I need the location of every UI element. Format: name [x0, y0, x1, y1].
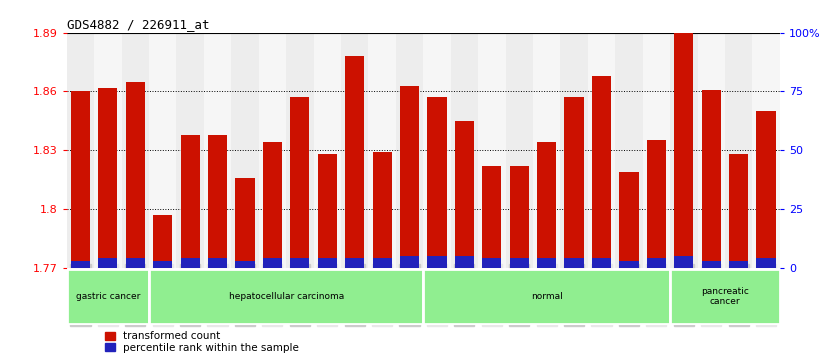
Bar — [756, 111, 776, 268]
Bar — [510, 258, 529, 268]
Bar — [455, 121, 474, 268]
Bar — [290, 97, 309, 268]
Bar — [647, 140, 666, 268]
Bar — [729, 261, 748, 268]
Bar — [318, 154, 337, 268]
Bar — [674, 33, 693, 268]
Text: gastric cancer: gastric cancer — [76, 292, 140, 301]
Bar — [345, 56, 364, 268]
Bar — [345, 258, 364, 268]
Bar — [122, 33, 149, 268]
Bar — [149, 269, 423, 324]
Bar — [373, 152, 392, 268]
Text: normal: normal — [530, 292, 563, 301]
Bar — [94, 33, 122, 268]
Bar — [286, 33, 314, 268]
Bar — [290, 258, 309, 268]
Bar — [427, 256, 446, 268]
Bar — [98, 87, 118, 268]
Bar — [400, 86, 420, 268]
Bar — [615, 33, 643, 268]
Bar — [450, 33, 478, 268]
Bar — [592, 258, 611, 268]
Bar — [478, 33, 505, 268]
Bar — [670, 33, 697, 268]
Bar — [126, 258, 145, 268]
Bar — [455, 256, 474, 268]
Bar — [177, 33, 203, 268]
Bar — [533, 33, 560, 268]
Bar — [565, 97, 584, 268]
Bar — [180, 258, 199, 268]
Bar — [670, 269, 780, 324]
Bar — [369, 33, 396, 268]
Legend: transformed count, percentile rank within the sample: transformed count, percentile rank withi… — [100, 327, 304, 357]
Bar — [756, 258, 776, 268]
Bar — [565, 258, 584, 268]
Bar — [674, 256, 693, 268]
Bar — [153, 261, 173, 268]
Bar — [423, 33, 450, 268]
Bar — [647, 258, 666, 268]
Bar — [725, 33, 752, 268]
Bar — [729, 154, 748, 268]
Bar — [701, 261, 721, 268]
Bar — [235, 178, 254, 268]
Text: hepatocellular carcinoma: hepatocellular carcinoma — [229, 292, 344, 301]
Bar — [537, 258, 556, 268]
Bar — [153, 215, 173, 268]
Bar — [203, 33, 231, 268]
Bar — [71, 261, 90, 268]
Bar — [314, 33, 341, 268]
Bar — [318, 258, 337, 268]
Text: pancreatic
cancer: pancreatic cancer — [701, 287, 749, 306]
Bar — [263, 258, 282, 268]
Bar — [482, 258, 501, 268]
Bar — [620, 261, 639, 268]
Bar — [423, 269, 670, 324]
Bar — [560, 33, 588, 268]
Bar — [592, 76, 611, 268]
Bar — [373, 258, 392, 268]
Bar — [510, 166, 529, 268]
Bar — [482, 166, 501, 268]
Bar — [231, 33, 259, 268]
Bar — [71, 91, 90, 268]
Bar — [208, 135, 227, 268]
Bar — [98, 258, 118, 268]
Bar — [505, 33, 533, 268]
Text: GDS4882 / 226911_at: GDS4882 / 226911_at — [67, 19, 209, 32]
Bar — [67, 33, 94, 268]
Bar — [588, 33, 615, 268]
Bar — [752, 33, 780, 268]
Bar — [697, 33, 725, 268]
Bar — [263, 142, 282, 268]
Bar — [208, 258, 227, 268]
Bar — [427, 97, 446, 268]
Bar — [396, 33, 423, 268]
Bar — [341, 33, 369, 268]
Bar — [235, 261, 254, 268]
Bar — [620, 172, 639, 268]
Bar — [643, 33, 670, 268]
Bar — [259, 33, 286, 268]
Bar — [400, 256, 420, 268]
Bar — [126, 82, 145, 268]
Bar — [701, 90, 721, 268]
Bar — [537, 142, 556, 268]
Bar — [149, 33, 177, 268]
Bar — [180, 135, 199, 268]
Bar — [67, 269, 149, 324]
